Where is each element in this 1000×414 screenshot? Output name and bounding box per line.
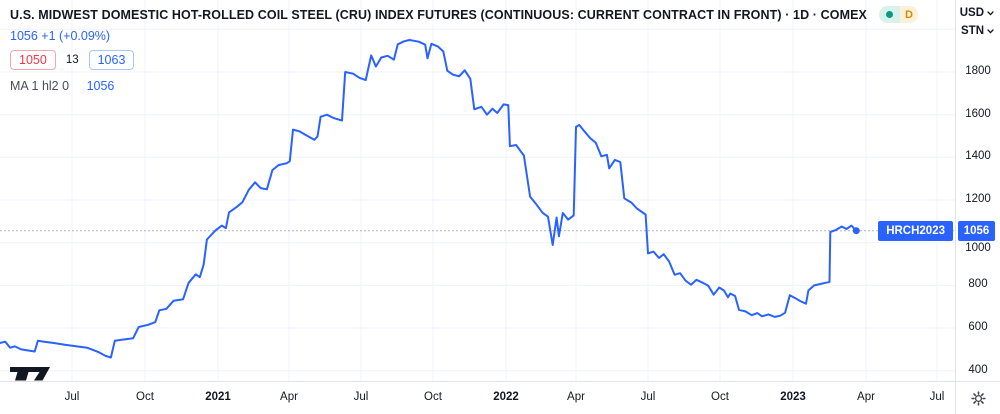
chart-settings-button[interactable] xyxy=(955,381,1000,414)
price-tick-label: 1400 xyxy=(965,150,991,163)
last-price-axis-label: 1056 xyxy=(958,220,995,241)
price-axis[interactable]: USD STN 1056 1800 1600 1400 1200 1000 800 600 4… xyxy=(955,0,1000,381)
interval-badge: D xyxy=(899,6,918,23)
bid-price-box[interactable]: 1050 xyxy=(10,50,56,70)
ma-indicator-label[interactable]: MA 1 hl2 0 xyxy=(10,79,70,93)
symbol-title[interactable]: U.S. MIDWEST DOMESTIC HOT-ROLLED COIL ST… xyxy=(10,7,867,22)
unit-selector[interactable]: STN xyxy=(961,25,994,37)
price-line-series[interactable] xyxy=(0,39,858,359)
time-tick-label: Apr xyxy=(857,391,875,403)
ma-indicator-value: 1056 xyxy=(86,79,115,93)
price-tick-label: 800 xyxy=(968,278,988,291)
gear-icon xyxy=(970,390,986,406)
time-tick-label: 2022 xyxy=(493,391,519,403)
market-open-dot-icon xyxy=(885,11,893,18)
price-tick-label: 600 xyxy=(968,321,988,334)
unit-label: STN xyxy=(961,25,984,37)
time-tick-label: Jul xyxy=(64,391,80,403)
chart-surface[interactable]: U.S. MIDWEST DOMESTIC HOT-ROLLED COIL ST… xyxy=(0,0,955,381)
currency-label: USD xyxy=(959,7,984,19)
price-tick-label: 1600 xyxy=(965,107,991,120)
price-tick-label: 1800 xyxy=(965,65,991,77)
series-contract-flag[interactable]: HRCH2023 xyxy=(878,220,953,241)
time-tick-label: Jul xyxy=(929,391,945,403)
time-tick-label: 2023 xyxy=(780,391,806,403)
tradingview-logo[interactable] xyxy=(10,367,50,381)
spread-value: 13 xyxy=(65,54,79,66)
time-tick-label: Oct xyxy=(136,391,154,403)
time-tick-label: Oct xyxy=(424,391,442,403)
chart-legend: U.S. MIDWEST DOMESTIC HOT-ROLLED COIL ST… xyxy=(10,6,918,93)
last-price-change: 1056 +1 (+0.09%) xyxy=(10,29,111,43)
currency-selector[interactable]: USD xyxy=(960,7,994,19)
price-tick-label: 400 xyxy=(968,363,988,376)
time-tick-label: Apr xyxy=(567,391,585,403)
market-status-badge[interactable]: D xyxy=(878,6,918,23)
time-tick-label: Jul xyxy=(640,391,656,403)
price-tick-label: 1200 xyxy=(965,193,991,205)
price-chart-svg[interactable] xyxy=(0,0,955,381)
time-tick-label: Jul xyxy=(353,391,369,403)
price-tick-label: 1000 xyxy=(965,241,991,254)
chevron-down-icon xyxy=(987,11,994,16)
time-tick-label: 2021 xyxy=(205,391,231,403)
last-price-marker xyxy=(852,227,860,235)
ask-price-box[interactable]: 1063 xyxy=(88,50,135,70)
time-axis[interactable]: Jul Oct 2021 Apr Jul Oct 2022 Apr Jul Oct 2023 Apr J… xyxy=(0,381,955,414)
time-tick-label: Apr xyxy=(280,391,298,403)
chevron-down-icon xyxy=(987,29,994,34)
time-tick-label: Oct xyxy=(711,391,729,403)
